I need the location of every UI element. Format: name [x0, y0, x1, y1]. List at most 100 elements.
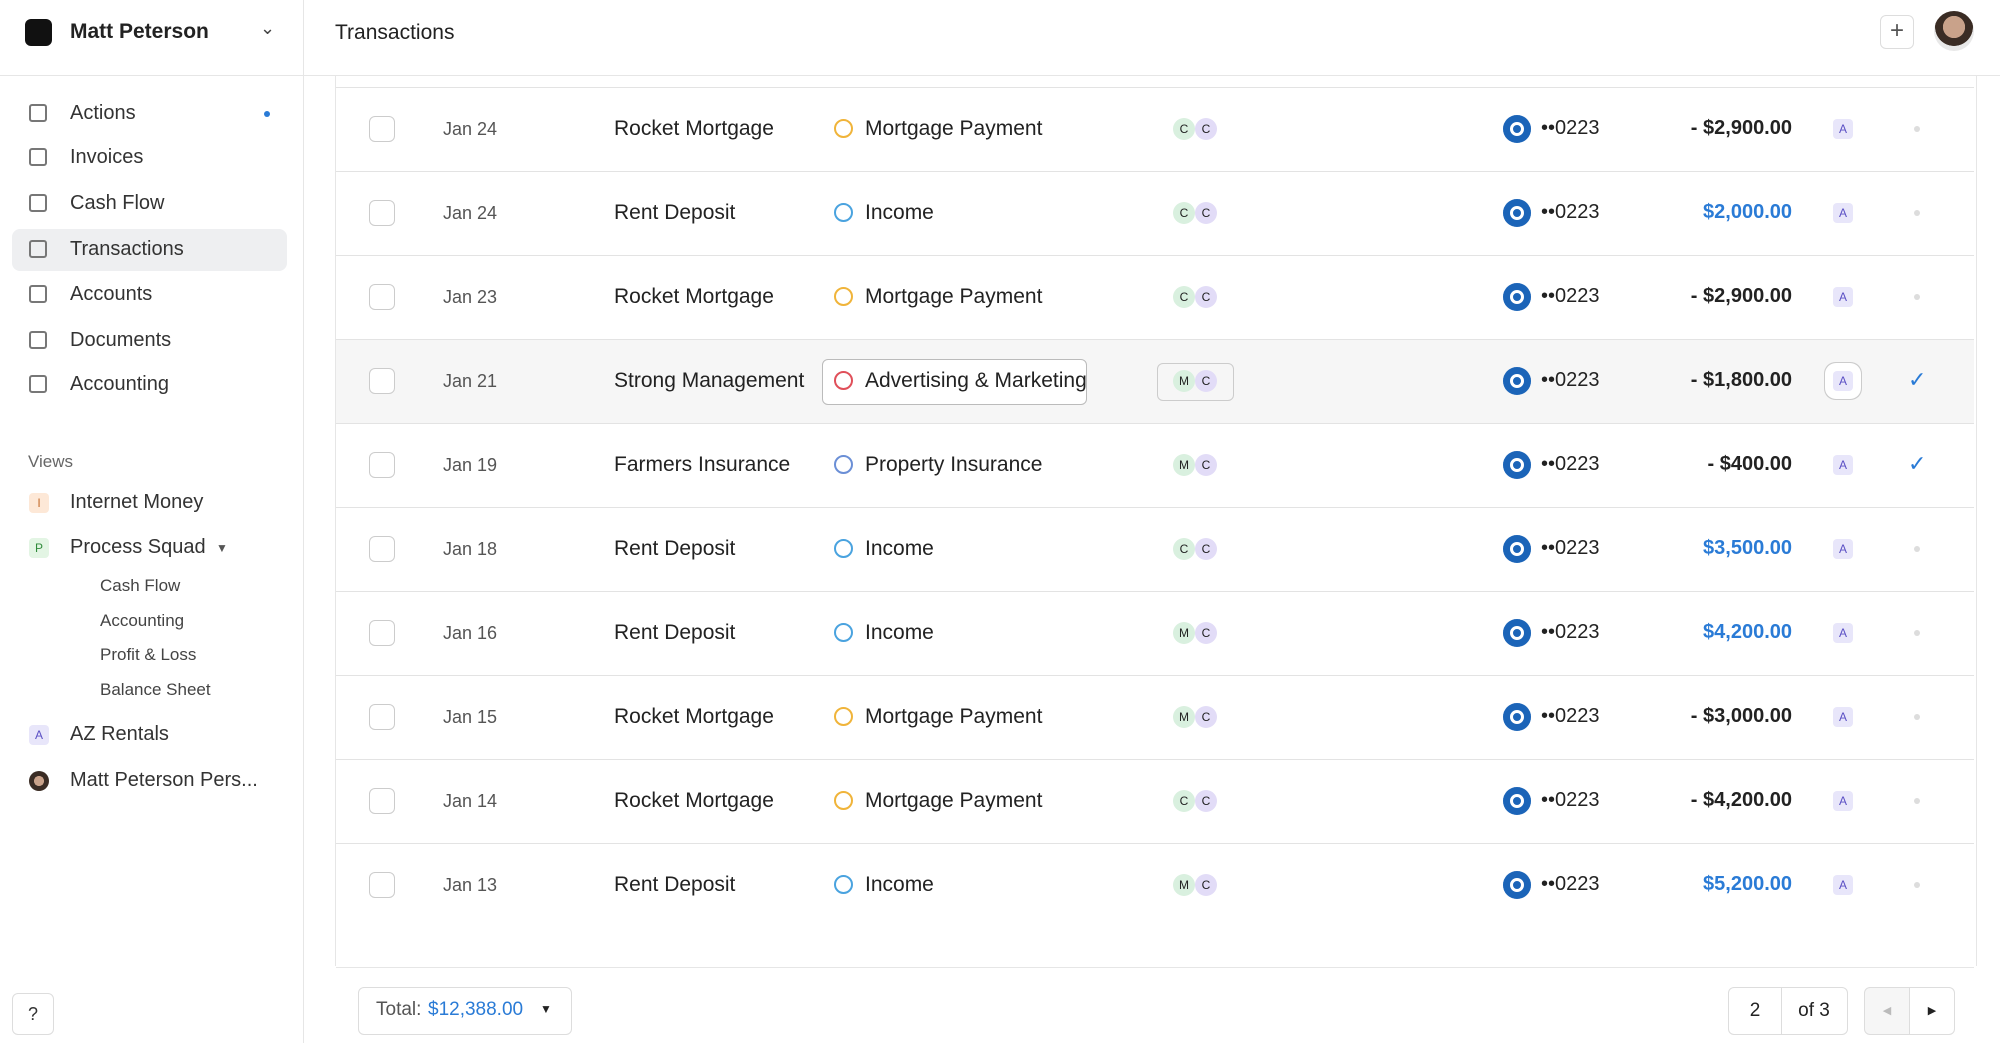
checkbox[interactable]	[369, 116, 395, 142]
nav-item[interactable]: Accounting	[70, 373, 169, 395]
date: Jan 15	[443, 707, 498, 727]
checkbox[interactable]	[369, 704, 395, 730]
next-page[interactable]: ▶	[1909, 987, 1955, 1035]
review-dot[interactable]	[1914, 126, 1920, 132]
nav-item[interactable]: Invoices	[70, 146, 144, 168]
category[interactable]: Property Insurance	[865, 453, 1043, 476]
merchant: Rent Deposit	[614, 621, 736, 644]
checkbox[interactable]	[369, 536, 395, 562]
checkbox[interactable]	[369, 788, 395, 814]
entity-badge[interactable]: A	[1833, 371, 1853, 391]
category[interactable]: Advertising & Marketing	[865, 369, 1087, 392]
merchant: Rent Deposit	[614, 873, 736, 896]
checkbox[interactable]	[369, 872, 395, 898]
view-item[interactable]: Process Squad	[70, 536, 206, 558]
nav-item[interactable]: Actions	[70, 102, 136, 124]
card-icon	[1503, 199, 1531, 227]
row[interactable]	[336, 87, 1974, 172]
category[interactable]: Mortgage Payment	[865, 705, 1043, 728]
total-caret[interactable]: ▼	[540, 1002, 552, 1016]
total-button[interactable]	[358, 987, 572, 1035]
entity-badge[interactable]: A	[1833, 539, 1853, 559]
review-dot[interactable]	[1914, 210, 1920, 216]
entity-badge[interactable]: A	[1833, 203, 1853, 223]
sub-view-item[interactable]: Cash Flow	[100, 576, 181, 595]
reviewed-check[interactable]: ✓	[1908, 367, 1927, 392]
sub-view-item[interactable]: Accounting	[100, 610, 185, 630]
amount: - $2,900.00	[1690, 285, 1792, 307]
row[interactable]	[336, 759, 1974, 844]
entity-badge[interactable]: A	[1833, 455, 1853, 475]
row[interactable]	[336, 507, 1974, 592]
tag: C	[1195, 370, 1217, 392]
view-item[interactable]: Matt Peterson Pers...	[70, 769, 258, 791]
merchant: Rent Deposit	[614, 201, 736, 224]
checkbox[interactable]	[369, 368, 395, 394]
view-badge: A	[29, 725, 49, 745]
account-name[interactable]: Matt Peterson	[70, 20, 209, 43]
nav-icon	[29, 331, 47, 349]
row[interactable]	[336, 675, 1974, 760]
category[interactable]: Income	[865, 537, 934, 560]
row[interactable]	[336, 591, 1974, 676]
view-item[interactable]: Internet Money	[70, 491, 204, 513]
checkbox[interactable]	[369, 452, 395, 478]
review-dot[interactable]	[1914, 294, 1920, 300]
expand-caret[interactable]: ▼	[216, 541, 228, 555]
category-button[interactable]	[822, 359, 1087, 405]
checkbox[interactable]	[369, 620, 395, 646]
entity-badge[interactable]: A	[1833, 623, 1853, 643]
tags-box[interactable]	[1157, 363, 1234, 401]
row[interactable]	[336, 339, 1974, 424]
category[interactable]: Income	[865, 873, 934, 896]
entity-badge[interactable]: A	[1833, 791, 1853, 811]
help-button[interactable]: ?	[12, 993, 54, 1035]
sub-view-item[interactable]: Balance Sheet	[100, 680, 211, 700]
nav-item[interactable]: Transactions	[70, 238, 184, 260]
tag: C	[1173, 538, 1195, 560]
merchant: Rocket Mortgage	[614, 117, 774, 140]
view-badge: P	[29, 538, 49, 558]
nav-item[interactable]: Accounts	[70, 283, 153, 305]
topbar-divider	[0, 75, 2000, 76]
chevron[interactable]: ⌄	[260, 18, 276, 38]
card-icon	[1503, 535, 1531, 563]
add-button[interactable]: +	[1880, 15, 1914, 49]
row[interactable]	[336, 843, 1974, 928]
date: Jan 18	[443, 539, 498, 559]
nav-item[interactable]: Documents	[70, 329, 172, 351]
row[interactable]	[336, 423, 1974, 508]
sub-view-item[interactable]: Profit & Loss	[100, 645, 197, 665]
category[interactable]: Mortgage Payment	[865, 117, 1043, 140]
category[interactable]: Mortgage Payment	[865, 789, 1043, 812]
review-dot[interactable]	[1914, 630, 1920, 636]
entity-badge[interactable]: A	[1833, 287, 1853, 307]
review-dot[interactable]	[1914, 546, 1920, 552]
checkbox[interactable]	[369, 284, 395, 310]
row[interactable]	[336, 255, 1974, 340]
review-dot[interactable]	[1914, 714, 1920, 720]
category[interactable]: Income	[865, 201, 934, 224]
total-value: $12,388.00	[428, 999, 524, 1020]
amount: - $3,000.00	[1690, 705, 1792, 727]
entity-badge[interactable]: A	[1833, 875, 1853, 895]
view-item[interactable]: AZ Rentals	[70, 723, 169, 745]
nav-item[interactable]: Cash Flow	[70, 192, 165, 214]
entity-badge[interactable]: A	[1833, 119, 1853, 139]
checkbox[interactable]	[369, 200, 395, 226]
entity-badge[interactable]: A	[1833, 707, 1853, 727]
card: ••0223	[1541, 789, 1600, 811]
date: Jan 21	[443, 371, 498, 391]
amount: $2,000.00	[1703, 201, 1792, 223]
category[interactable]: Mortgage Payment	[865, 285, 1043, 308]
review-dot[interactable]	[1914, 882, 1920, 888]
row[interactable]	[336, 171, 1974, 256]
prev-page[interactable]: ◀	[1864, 987, 1910, 1035]
page-input[interactable]: 2	[1728, 987, 1782, 1035]
review-dot[interactable]	[1914, 798, 1920, 804]
reviewed-check[interactable]: ✓	[1908, 451, 1927, 476]
avatar[interactable]	[1934, 11, 1974, 51]
category[interactable]: Income	[865, 621, 934, 644]
date: Jan 24	[443, 119, 498, 139]
date: Jan 24	[443, 203, 498, 223]
